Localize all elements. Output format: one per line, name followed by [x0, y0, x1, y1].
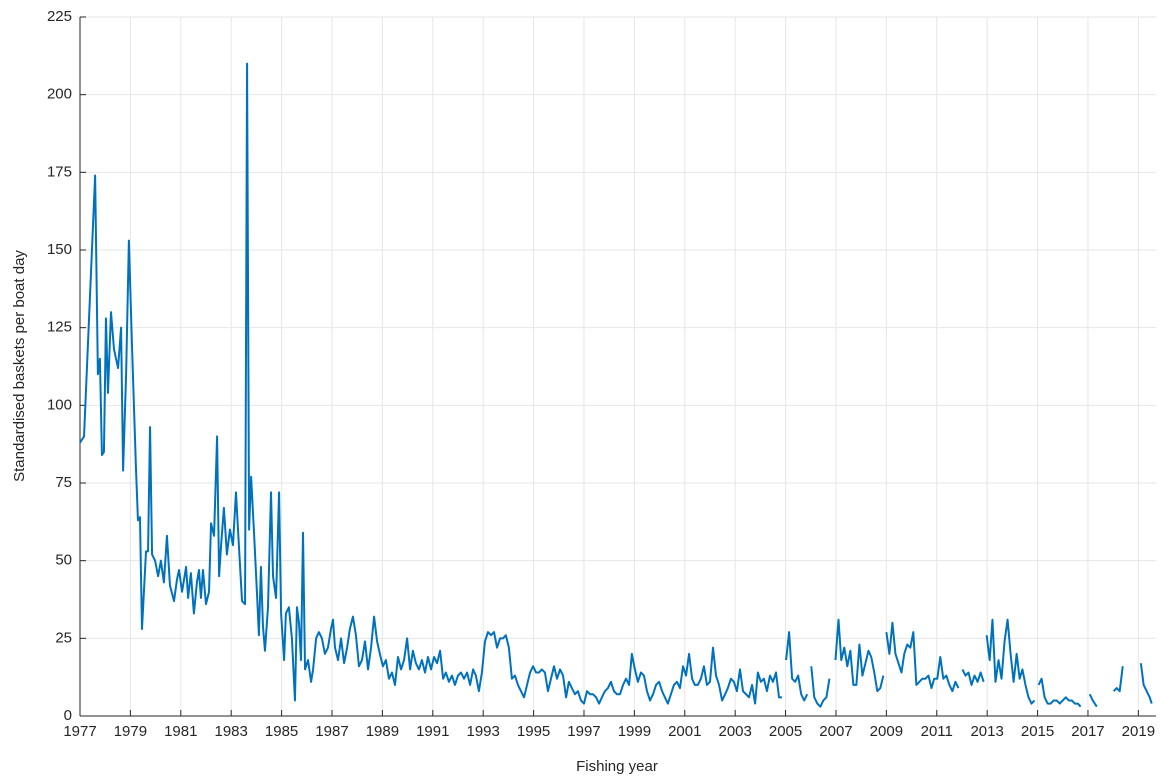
x-axis-label: Fishing year [576, 758, 658, 775]
x-tick-label: 1989 [366, 723, 399, 740]
y-tick-label: 225 [47, 8, 72, 25]
x-tick-label: 2007 [819, 723, 852, 740]
y-tick-label: 25 [55, 629, 72, 646]
x-tick-label: 1991 [416, 723, 449, 740]
y-tick-label: 125 [47, 319, 72, 336]
x-tick-label: 1987 [315, 723, 348, 740]
x-tick-label: 2017 [1071, 723, 1104, 740]
x-tick-label: 1981 [164, 723, 197, 740]
x-tick-label: 2013 [970, 723, 1003, 740]
y-tick-label: 150 [47, 241, 72, 258]
x-tick-label: 2001 [668, 723, 701, 740]
x-tick-label: 1983 [215, 723, 248, 740]
y-tick-label: 200 [47, 86, 72, 103]
y-tick-label: 175 [47, 163, 72, 180]
data-line [79, 62, 1153, 708]
x-tick-label: 1999 [618, 723, 651, 740]
x-tick-label: 1985 [265, 723, 298, 740]
x-tick-label: 1995 [517, 723, 550, 740]
x-tick-label: 1997 [567, 723, 600, 740]
x-tick-label: 1979 [114, 723, 147, 740]
x-tick-label: 2005 [769, 723, 802, 740]
x-tick-label: 1977 [63, 723, 96, 740]
x-tick-label: 2015 [1021, 723, 1054, 740]
y-tick-label: 50 [55, 552, 72, 569]
x-tick-label: 2011 [921, 723, 953, 740]
y-tick-label: 100 [47, 396, 72, 413]
y-tick-label: 0 [64, 707, 72, 724]
x-tick-label: 2009 [870, 723, 903, 740]
y-tick-label: 75 [55, 474, 72, 491]
x-tick-label: 2019 [1122, 723, 1155, 740]
x-tick-label: 1993 [466, 723, 499, 740]
x-tick-label: 2003 [718, 723, 751, 740]
y-axis-label: Standardised baskets per boat day [11, 250, 28, 482]
